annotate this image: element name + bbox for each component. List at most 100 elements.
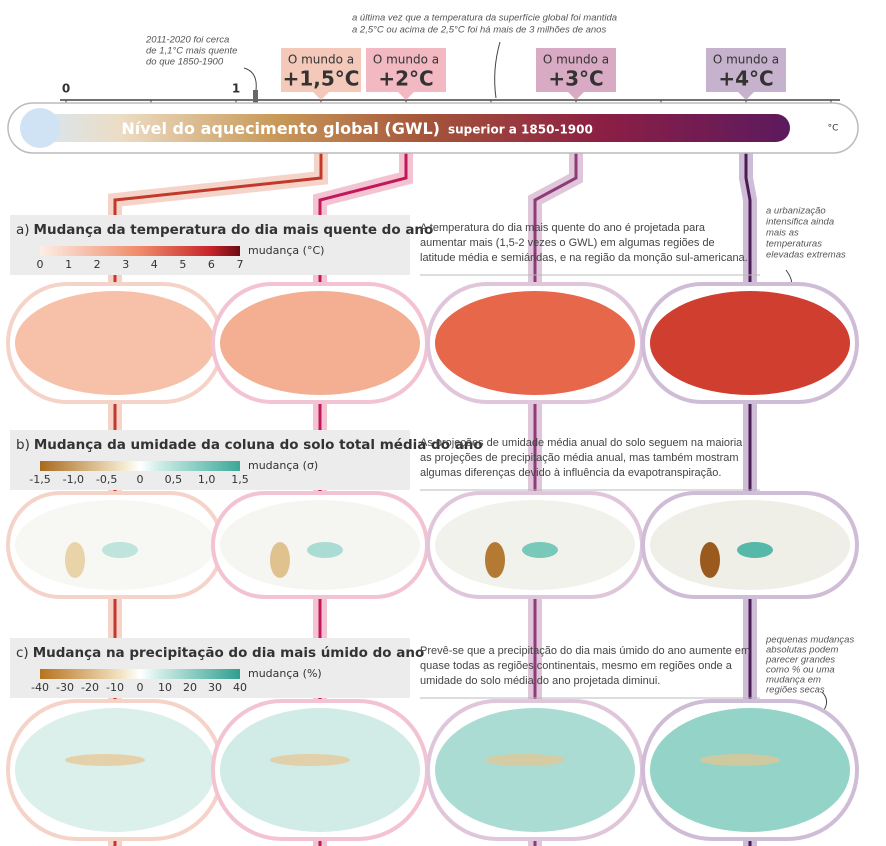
annotation-arrow <box>494 41 501 99</box>
scale-label: 1 <box>232 82 240 96</box>
map <box>15 708 215 832</box>
map-region <box>65 754 145 766</box>
today-marker <box>253 90 258 108</box>
panel-description: A temperatura do dia mais quente do ano … <box>420 222 706 234</box>
world-prefix: O mundo a <box>713 53 779 67</box>
annotation: pequenas mudanças <box>765 635 854 646</box>
colorbar-label: 1 <box>65 258 72 271</box>
annotation: regiões secas <box>766 685 825 696</box>
panel-description: aumentar mais (1,5-2 vezes o GWL) em alg… <box>420 237 715 249</box>
annotation: a última vez que a temperatura da superf… <box>352 13 617 24</box>
colorbar-label: 0 <box>137 473 144 486</box>
colorbar-label: 0 <box>137 681 144 694</box>
annotation: de 1,1°C mais quente <box>146 46 237 57</box>
panel-title-text: Mudança na precipitação do dia mais úmid… <box>33 645 425 661</box>
map-region <box>700 542 720 578</box>
map-region <box>270 754 350 766</box>
map <box>650 291 850 395</box>
colorbar-label: 2 <box>94 258 101 271</box>
scale-subtitle: superior a 1850-1900 <box>448 123 593 137</box>
annotation: a 2,5°C ou acima de 2,5°C foi há mais de… <box>352 25 606 36</box>
panel-title: b) Mudança da umidade da coluna do solo t… <box>16 437 483 453</box>
annotation: intensifica ainda <box>766 217 834 228</box>
annotation-arrow <box>243 67 257 91</box>
annotation: mudança em <box>766 675 821 686</box>
panel-title: a) Mudança da temperatura do dia mais que… <box>16 222 433 238</box>
scale-unit: °C <box>828 124 839 134</box>
panel-description: quase todas as regiões continentais, mes… <box>420 660 733 672</box>
colorbar <box>40 461 240 471</box>
map-region <box>270 542 290 578</box>
colorbar-label: 4 <box>151 258 158 271</box>
map-region <box>485 542 505 578</box>
map-region <box>65 542 85 578</box>
colorbar-unit: mudança (%) <box>248 667 322 680</box>
colorbar-label: -40 <box>31 681 49 694</box>
annotation: temperaturas <box>766 239 822 250</box>
panel-header <box>10 430 410 490</box>
panel-letter: c) <box>16 645 29 661</box>
colorbar-label: 5 <box>179 258 186 271</box>
colorbar-label: 20 <box>183 681 197 694</box>
annotation: a urbanização <box>766 206 826 217</box>
colorbar <box>40 669 240 679</box>
map <box>220 708 420 832</box>
panel-description: algumas diferenças devido à influência d… <box>420 467 721 479</box>
colorbar-label: 6 <box>208 258 215 271</box>
world-prefix: O mundo a <box>288 53 354 67</box>
world-flag <box>536 48 616 100</box>
annotation-arrow <box>821 691 828 711</box>
map <box>435 291 635 395</box>
scale-title-main: Nível do aquecimento global (GWL) <box>121 119 440 138</box>
colorbar-label: -1,5 <box>29 473 50 486</box>
map <box>220 291 420 395</box>
colorbar-label: -30 <box>56 681 74 694</box>
world-level: +3°C <box>548 67 603 91</box>
map-region <box>522 542 558 558</box>
world-prefix: O mundo a <box>543 53 609 67</box>
annotation: mais as <box>766 228 799 239</box>
colorbar-label: 1,5 <box>231 473 249 486</box>
panel-description: As projeções de umidade média anual do s… <box>420 437 743 449</box>
colorbar-label: 10 <box>158 681 172 694</box>
colorbar-label: -1,0 <box>63 473 84 486</box>
panel-description: umidade do solo média do ano projetada d… <box>420 675 660 687</box>
map-region <box>700 754 780 766</box>
scale-title: Nível do aquecimento global (GWL) <box>121 119 440 138</box>
panel-header <box>10 215 410 275</box>
world-level: +2°C <box>378 67 433 91</box>
colorbar-label: 30 <box>208 681 222 694</box>
colorbar-label: 40 <box>233 681 247 694</box>
thermometer-bar <box>30 114 790 142</box>
colorbar-label: 7 <box>237 258 244 271</box>
colorbar-label: 3 <box>122 258 129 271</box>
panel-title-text: Mudança da umidade da coluna do solo tot… <box>34 437 483 453</box>
panel-title: c) Mudança na precipitação do dia mais úm… <box>16 645 424 661</box>
world-level: +4°C <box>718 67 773 91</box>
annotation: parecer grandes <box>765 655 835 666</box>
panel-letter: a) <box>16 222 30 238</box>
world-prefix: O mundo a <box>373 53 439 67</box>
map-region <box>485 754 565 766</box>
world-flag <box>706 48 786 100</box>
annotation: como % ou uma <box>766 665 835 676</box>
map-region <box>307 542 343 558</box>
colorbar-label: -20 <box>81 681 99 694</box>
map-region <box>102 542 138 558</box>
world-level: +1,5°C <box>283 67 360 91</box>
panel-header <box>10 638 410 698</box>
panel-letter: b) <box>16 437 30 453</box>
colorbar-label: -0,5 <box>96 473 117 486</box>
annotation: absolutas podem <box>766 645 838 656</box>
annotation: elevadas extremas <box>766 250 846 261</box>
world-flag <box>366 48 446 100</box>
colorbar-unit: mudança (°C) <box>248 244 324 257</box>
panel-description: Prevê-se que a precipitação do dia mais … <box>420 645 750 657</box>
annotation: 2011-2020 foi cerca <box>145 35 229 46</box>
colorbar-unit: mudança (σ) <box>248 459 318 472</box>
map <box>435 708 635 832</box>
panel-description: as projeções de precipitação média anual… <box>420 452 739 464</box>
colorbar-label: 0,5 <box>165 473 183 486</box>
thermometer-bulb <box>20 108 60 148</box>
